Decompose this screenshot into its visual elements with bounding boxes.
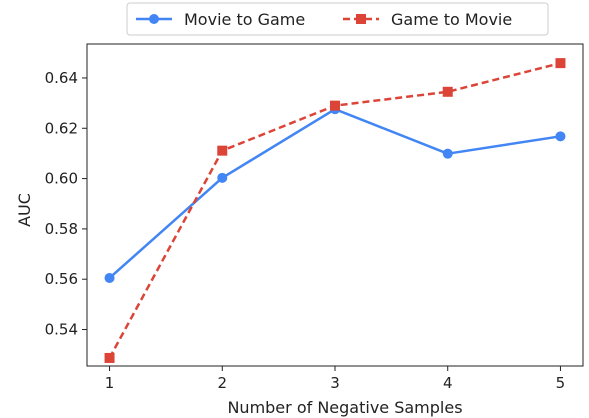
data-point [217, 172, 228, 183]
data-point [555, 58, 566, 69]
series-movie-to-game [104, 104, 566, 283]
y-tick-label: 0.56 [45, 270, 78, 288]
y-tick-label: 0.58 [45, 220, 78, 238]
x-axis-label: Number of Negative Samples [227, 398, 462, 417]
series-game-to-movie [104, 58, 566, 363]
legend: Movie to Game Game to Movie [126, 2, 549, 36]
y-tick-label: 0.54 [45, 321, 78, 339]
legend-label-game-to-movie: Game to Movie [391, 10, 512, 29]
data-point [104, 272, 115, 283]
legend-marker-movie-to-game [149, 14, 159, 24]
x-tick-label: 5 [556, 374, 566, 392]
data-point [217, 145, 228, 156]
y-tick-label: 0.60 [45, 170, 78, 188]
axes: 1 2 3 4 5 0.54 0.56 0.58 0.60 0.62 0.64 [45, 43, 584, 392]
series-layer [104, 58, 566, 363]
plot-frame [86, 43, 584, 367]
x-tick-label: 4 [443, 374, 453, 392]
y-tick-label: 0.64 [45, 69, 78, 87]
legend-frame [126, 2, 549, 36]
x-tick-label: 1 [105, 374, 115, 392]
data-point [555, 131, 566, 142]
y-axis-label: AUC [15, 193, 34, 227]
legend-label-movie-to-game: Movie to Game [184, 10, 305, 29]
x-tick-label: 2 [217, 374, 227, 392]
x-tick-label: 3 [330, 374, 340, 392]
y-tick-label: 0.62 [45, 119, 78, 137]
series-line-movie-to-game [108, 107, 561, 279]
data-point [330, 100, 340, 111]
data-point [442, 148, 453, 159]
legend-marker-game-to-movie [356, 14, 366, 24]
data-point [104, 352, 115, 363]
data-point [442, 86, 453, 97]
